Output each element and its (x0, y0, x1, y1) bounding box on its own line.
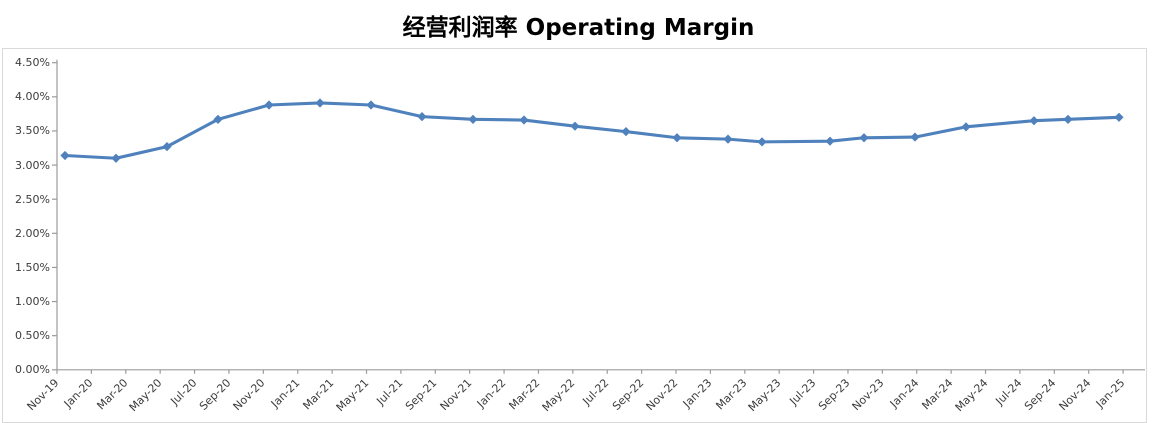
data-point-marker (468, 114, 478, 124)
data-point-marker (60, 150, 70, 161)
y-axis-label: 0.50% (15, 329, 50, 343)
data-point-marker (859, 133, 869, 143)
data-point-marker (672, 133, 682, 143)
data-point-marker (519, 115, 529, 125)
y-axis-label: 4.00% (15, 90, 50, 104)
y-axis-label: 1.50% (15, 260, 50, 274)
data-point-marker (264, 100, 274, 110)
data-point-marker (825, 136, 835, 146)
data-point-marker (162, 142, 172, 152)
line-series (63, 101, 1121, 160)
data-point-marker (1029, 116, 1039, 126)
data-point-marker (111, 153, 121, 163)
data-point-marker (1063, 114, 1073, 124)
data-point-marker (910, 132, 920, 142)
data-point-marker (621, 127, 631, 137)
y-axis-label: 1.00% (15, 295, 50, 309)
y-axis-label: 3.50% (15, 124, 50, 138)
data-point-marker (315, 98, 325, 108)
y-axis-label: 4.50% (15, 56, 50, 70)
data-point-marker (570, 121, 580, 131)
data-point-marker (1114, 112, 1124, 122)
chart-title: 经营利润率 Operating Margin (402, 15, 755, 41)
y-axis-label: 0.00% (15, 363, 50, 377)
data-point-marker (723, 134, 733, 144)
plot-area-border (2, 48, 1147, 423)
data-point-marker (366, 100, 376, 110)
data-point-marker (757, 137, 767, 147)
data-point-marker (961, 122, 971, 132)
y-axis-label: 2.00% (15, 226, 50, 240)
data-point-marker (213, 114, 223, 124)
data-point-marker (417, 112, 427, 122)
y-axis-label: 3.00% (15, 158, 50, 172)
y-axis-label: 2.50% (15, 192, 50, 206)
